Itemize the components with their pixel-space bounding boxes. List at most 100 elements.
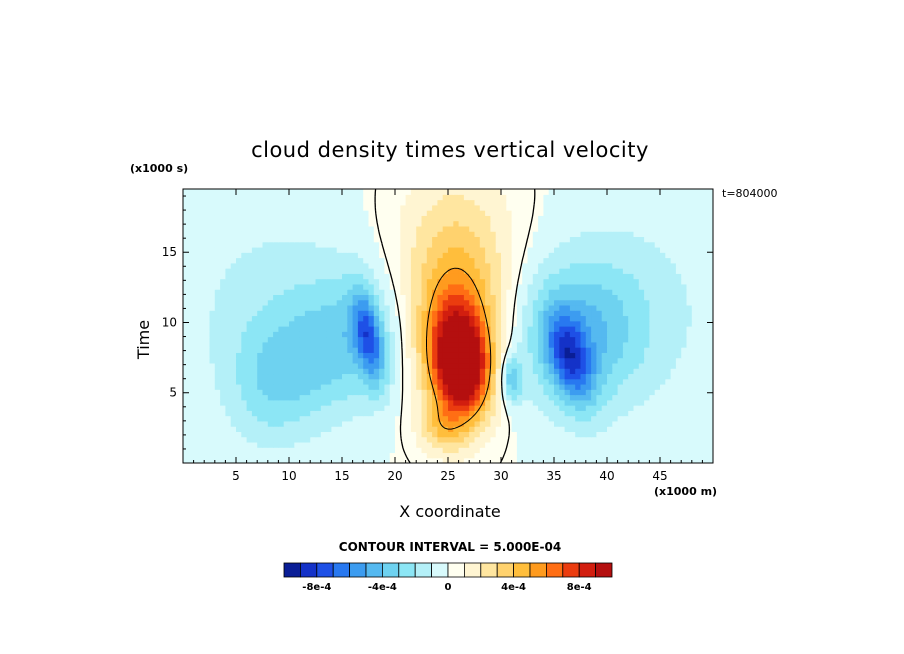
heatmap-cell — [236, 310, 242, 317]
heatmap-cell — [326, 210, 332, 216]
heatmap-cell — [585, 215, 592, 222]
heatmap-cell — [522, 304, 529, 311]
heatmap-cell — [294, 315, 301, 322]
heatmap-cell — [612, 210, 619, 216]
heatmap-cell — [347, 447, 354, 454]
heatmap-cell — [506, 304, 513, 311]
heatmap-cell — [665, 225, 672, 232]
heatmap-cell — [686, 436, 693, 443]
heatmap-cell — [697, 368, 703, 375]
heatmap-cell — [405, 389, 412, 396]
heatmap-cell — [644, 426, 650, 432]
heatmap-cell — [257, 294, 264, 301]
heatmap-cell — [516, 389, 523, 396]
heatmap-cell — [379, 294, 385, 301]
heatmap-cell — [644, 431, 650, 438]
heatmap-cell — [347, 246, 354, 253]
heatmap-cell — [596, 326, 603, 332]
heatmap-cell — [622, 252, 629, 259]
heatmap-cell — [183, 289, 189, 295]
heatmap-cell — [660, 273, 666, 280]
heatmap-cell — [580, 420, 587, 427]
heatmap-cell — [532, 389, 539, 396]
heatmap-cell — [289, 399, 295, 406]
heatmap-cell — [697, 347, 703, 353]
heatmap-cell — [204, 441, 211, 448]
heatmap-cell — [554, 294, 560, 301]
heatmap-cell — [395, 341, 401, 348]
heatmap-cell — [554, 215, 560, 222]
heatmap-cell — [501, 210, 507, 216]
heatmap-cell — [299, 299, 306, 306]
heatmap-cell — [188, 199, 195, 206]
heatmap-cell — [707, 426, 713, 432]
heatmap-cell — [501, 289, 507, 295]
heatmap-cell — [601, 436, 608, 443]
heatmap-cell — [469, 252, 476, 259]
heatmap-cell — [607, 357, 613, 364]
heatmap-cell — [617, 326, 624, 332]
heatmap-cell — [315, 447, 322, 454]
heatmap-cell — [405, 315, 412, 322]
heatmap-cell — [225, 441, 232, 448]
heatmap-cell — [257, 262, 264, 269]
heatmap-cell — [585, 368, 592, 375]
heatmap-cell — [384, 447, 391, 454]
heatmap-cell — [342, 215, 348, 222]
heatmap-cell — [310, 268, 317, 274]
heatmap-cell — [204, 241, 211, 248]
heatmap-cell — [289, 289, 295, 295]
heatmap-cell — [230, 257, 237, 264]
heatmap-cell — [675, 399, 682, 406]
heatmap-cell — [373, 436, 380, 443]
heatmap-cell — [310, 236, 317, 243]
heatmap-cell — [368, 262, 375, 269]
heatmap-cell — [310, 405, 317, 411]
heatmap-cell — [230, 304, 237, 311]
heatmap-cell — [697, 241, 703, 248]
heatmap-cell — [204, 368, 211, 375]
heatmap-cell — [474, 415, 481, 422]
heatmap-cell — [183, 225, 189, 232]
heatmap-cell — [395, 362, 401, 369]
heatmap-cell — [660, 262, 666, 269]
heatmap-cell — [225, 294, 232, 301]
heatmap-cell — [410, 436, 417, 443]
heatmap-cell — [665, 405, 672, 411]
heatmap-cell — [198, 331, 205, 338]
heatmap-cell — [554, 299, 560, 306]
heatmap-cell — [373, 241, 380, 248]
heatmap-cell — [607, 236, 613, 243]
contour-interval-text: CONTOUR INTERVAL = 5.000E-04 — [338, 540, 562, 554]
heatmap-cell — [246, 420, 253, 427]
heatmap-cell — [601, 383, 608, 390]
heatmap-cell — [448, 299, 454, 306]
heatmap-cell — [564, 378, 571, 385]
heatmap-cell — [707, 336, 713, 343]
heatmap-cell — [697, 415, 703, 422]
heatmap-cell — [702, 389, 709, 396]
heatmap-cell — [617, 383, 624, 390]
heatmap-cell — [559, 310, 566, 317]
heatmap-cell — [601, 304, 608, 311]
heatmap-cell — [633, 441, 640, 448]
heatmap-cell — [506, 315, 513, 322]
heatmap-cell — [580, 199, 587, 206]
heatmap-cell — [527, 204, 534, 211]
heatmap-cell — [516, 394, 523, 401]
heatmap-cell — [188, 310, 195, 317]
heatmap-cell — [591, 326, 597, 332]
heatmap-cell — [198, 268, 205, 274]
heatmap-cell — [665, 383, 672, 390]
heatmap-cell — [373, 383, 380, 390]
heatmap-cell — [564, 447, 571, 454]
heatmap-cell — [183, 457, 189, 463]
heatmap-cell — [681, 210, 688, 216]
heatmap-cell — [198, 352, 205, 359]
heatmap-cell — [575, 415, 582, 422]
heatmap-cell — [426, 320, 433, 327]
heatmap-cell — [612, 341, 619, 348]
heatmap-cell — [283, 236, 290, 243]
heatmap-cell — [352, 310, 359, 317]
heatmap-cell — [543, 352, 550, 359]
